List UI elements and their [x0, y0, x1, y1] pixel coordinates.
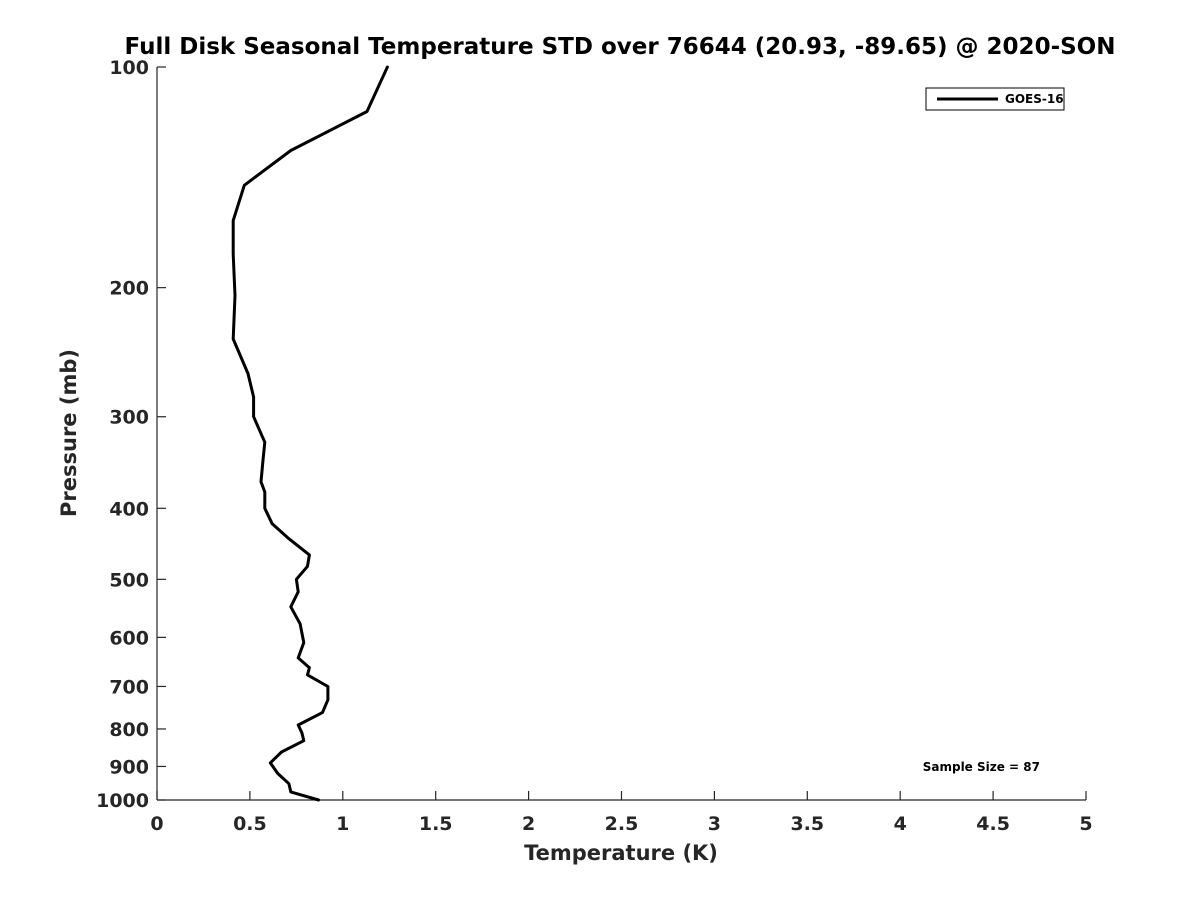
x-tick-label: 2: [522, 813, 535, 835]
y-tick-label: 200: [109, 278, 149, 300]
y-tick-label: 900: [109, 756, 149, 778]
plot-area: [157, 67, 1086, 800]
sample-size-annotation: Sample Size = 87: [923, 760, 1040, 774]
y-axis-ticks: 100 200 300 400 500 600 700 800 900 1000: [96, 57, 166, 812]
y-axis-label: Pressure (mb): [57, 349, 81, 517]
x-tick-label: 4.5: [976, 813, 1010, 835]
x-tick-label: 3: [708, 813, 721, 835]
legend-label-goes-16: GOES-16: [1005, 92, 1064, 106]
series-line-goes-16: [231, 65, 389, 802]
x-tick-label: 0: [150, 813, 163, 835]
x-tick-label: 1: [336, 813, 349, 835]
y-tick-label: 700: [109, 676, 149, 698]
series-layer: [231, 65, 389, 802]
y-tick-label: 600: [109, 627, 149, 649]
x-tick-label: 4: [894, 813, 907, 835]
y-tick-label: 800: [109, 719, 149, 741]
chart-title: Full Disk Seasonal Temperature STD over …: [125, 34, 1116, 60]
x-tick-label: 2.5: [605, 813, 639, 835]
legend: GOES-16: [925, 87, 1065, 111]
x-axis-ticks: 0 0.5 1 1.5 2 2.5 3 3.5 4 4.5 5: [150, 791, 1093, 835]
y-tick-label: 300: [109, 407, 149, 429]
x-tick-label: 5: [1079, 813, 1092, 835]
x-tick-label: 3.5: [790, 813, 824, 835]
x-tick-label: 0.5: [233, 813, 267, 835]
y-tick-label: 500: [109, 569, 149, 591]
y-tick-label: 1000: [96, 790, 149, 812]
x-axis-label: Temperature (K): [524, 841, 718, 865]
x-tick-label: 1.5: [419, 813, 453, 835]
y-tick-label: 100: [109, 57, 149, 79]
y-tick-label: 400: [109, 498, 149, 520]
